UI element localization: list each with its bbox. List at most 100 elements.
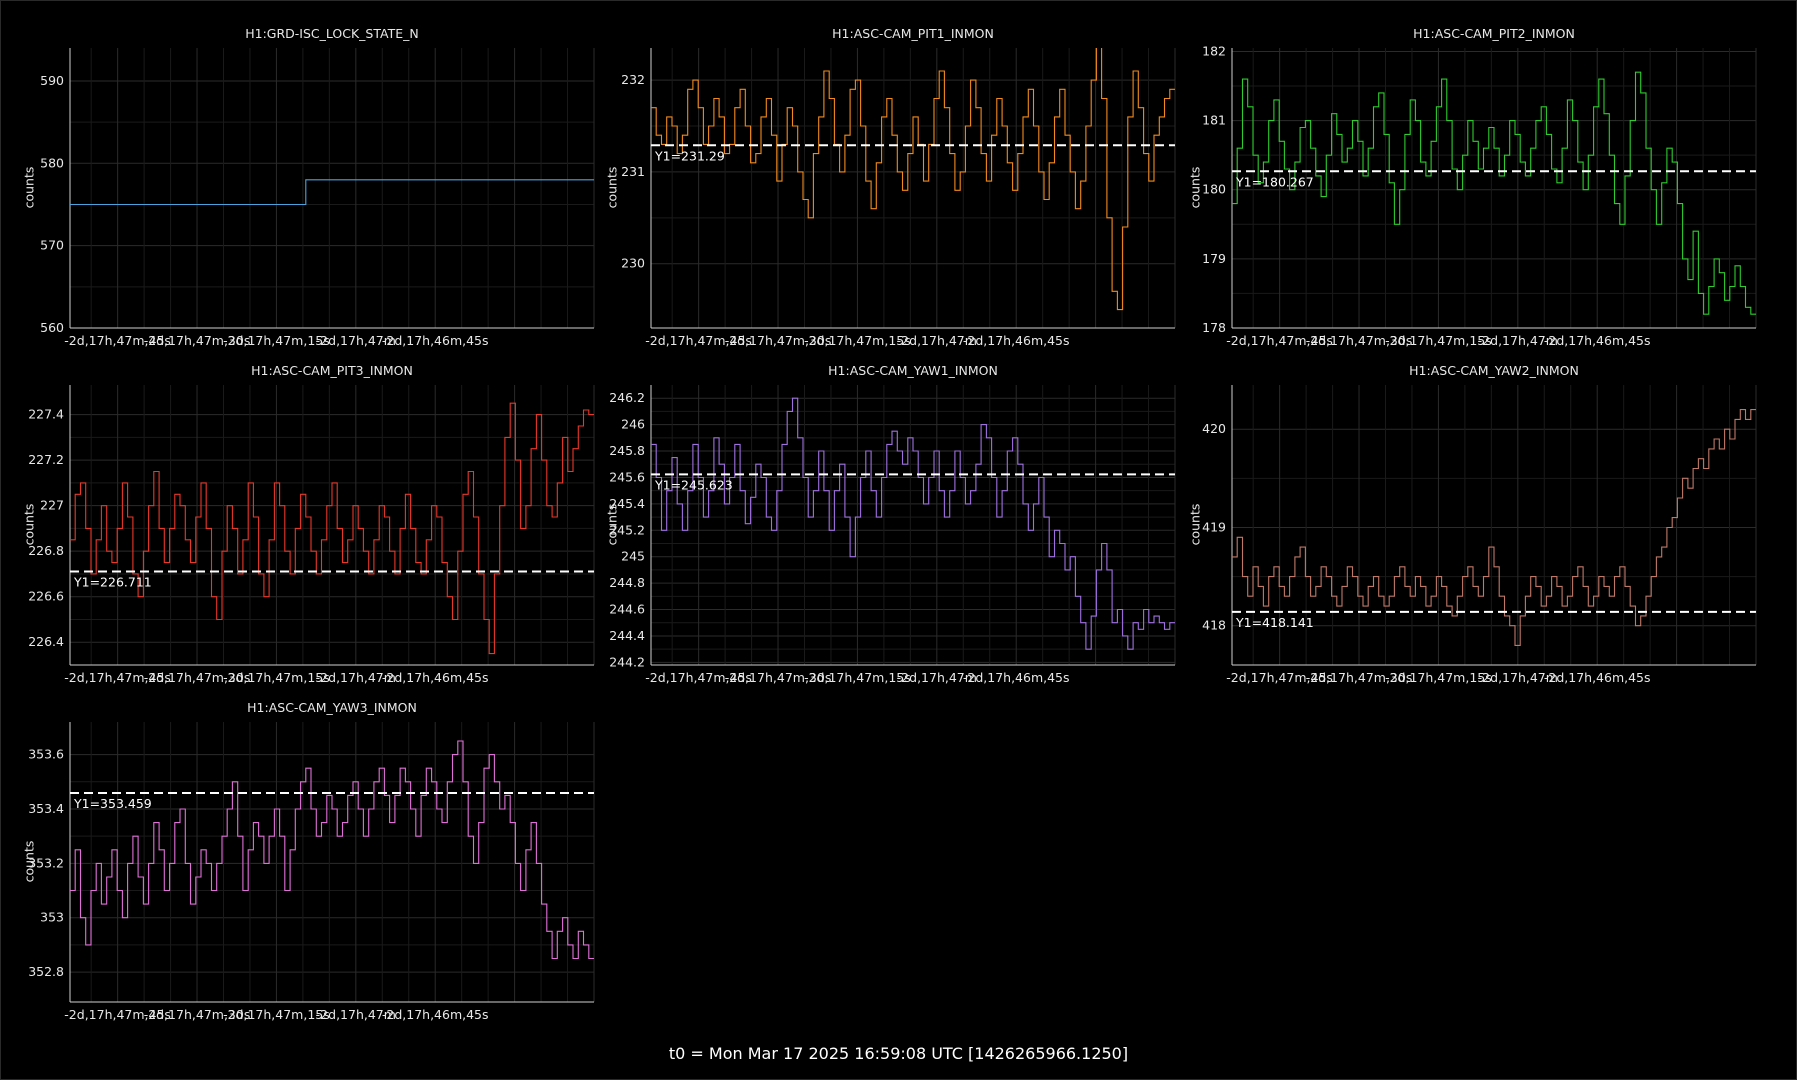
series-line	[70, 179, 594, 206]
y-tick-label: 231	[621, 164, 645, 179]
x-tick-label: -2d,17h,47m,45s	[1226, 333, 1333, 348]
chart-panel: H1:GRD-ISC_LOCK_STATE_N counts 560 570 580 59…	[0, 0, 595, 348]
x-tick-label: -2d,17h,47m,15s	[804, 333, 911, 348]
y-tick-label: 226.4	[28, 634, 64, 649]
y-tick-label: 227.2	[28, 452, 64, 467]
x-tick-label: -2d,17h,47m,45s	[64, 670, 171, 685]
series-line	[70, 402, 594, 655]
x-tick-label: -2d,17h,47m,30s	[1306, 333, 1413, 348]
x-tick-label: -2d,17h,47m	[316, 1007, 396, 1022]
x-tick-label: -2d,17h,47m	[1478, 333, 1558, 348]
y-tick-label: 227	[40, 498, 64, 513]
y-tick-label: 182	[1202, 43, 1226, 58]
y-tick-label: 230	[621, 256, 645, 271]
x-tick-label: -2d,17h,47m,45s	[1226, 670, 1333, 685]
y-tick-label: 178	[1202, 320, 1226, 335]
mean-line-label: Y1=231.29	[654, 148, 725, 163]
y-tick-label: 353.4	[28, 801, 64, 816]
y-tick-label: 180	[1202, 182, 1226, 197]
chart-title: H1:ASC-CAM_YAW3_INMON	[247, 700, 417, 715]
x-tick-label: -2d,17h,46m,45s	[382, 333, 489, 348]
chart-title: H1:GRD-ISC_LOCK_STATE_N	[245, 26, 419, 41]
series-line	[70, 740, 594, 960]
x-tick-label: -2d,17h,46m,45s	[963, 333, 1070, 348]
series-line	[651, 48, 1175, 311]
x-tick-label: -2d,17h,47m,45s	[645, 333, 752, 348]
chart-svg: 352.8353353.2353.4353.6-2d,17h,47m,45s-2…	[28, 722, 595, 1022]
chart-title: H1:ASC-CAM_PIT2_INMON	[1413, 26, 1575, 41]
x-tick-label: -2d,17h,47m,30s	[725, 333, 832, 348]
chart-panel: H1:ASC-CAM_PIT3_INMON counts 226.4 226.6 226…	[0, 337, 595, 685]
y-tick-label: 181	[1202, 113, 1226, 128]
y-tick-label: 420	[1202, 421, 1226, 436]
x-tick-label: -2d,17h,47m,15s	[223, 1007, 330, 1022]
mean-line-label: Y1=418.141	[1235, 615, 1314, 630]
chart-title: H1:ASC-CAM_YAW1_INMON	[828, 363, 998, 378]
x-tick-label: -2d,17h,47m	[316, 333, 396, 348]
series-line	[1232, 71, 1756, 315]
y-tick-label: 570	[40, 238, 64, 253]
y-tick-label: 179	[1202, 251, 1226, 266]
y-tick-label: 353	[40, 910, 64, 925]
x-tick-label: -2d,17h,46m,45s	[1544, 670, 1651, 685]
x-tick-label: -2d,17h,47m,30s	[144, 1007, 251, 1022]
x-tick-label: -2d,17h,47m,30s	[725, 670, 832, 685]
y-tick-label: 244.4	[609, 628, 645, 643]
y-tick-label: 244.2	[609, 654, 645, 669]
y-tick-label: 245.8	[609, 443, 645, 458]
chart-panel: H1:ASC-CAM_PIT1_INMON counts 230 231 232 -2d,…	[583, 0, 1176, 348]
y-tick-label: 244.8	[609, 575, 645, 590]
y-tick-label: 244.6	[609, 602, 645, 617]
chart-svg: 178179180181182-2d,17h,47m,45s-2d,17h,47…	[1202, 43, 1757, 348]
chart-panel: H1:ASC-CAM_YAW1_INMON counts 244.2 244.4 244…	[583, 337, 1176, 685]
mean-line-label: Y1=353.459	[73, 796, 152, 811]
x-tick-label: -2d,17h,46m,45s	[382, 670, 489, 685]
y-tick-label: 353.2	[28, 855, 64, 870]
x-tick-label: -2d,17h,47m,45s	[64, 333, 171, 348]
x-tick-label: -2d,17h,47m,15s	[223, 333, 330, 348]
y-tick-label: 580	[40, 155, 64, 170]
y-tick-label: 245.2	[609, 522, 645, 537]
y-tick-label: 590	[40, 73, 64, 88]
y-tick-label: 232	[621, 72, 645, 87]
series-line	[651, 397, 1175, 650]
x-tick-label: -2d,17h,46m,45s	[963, 670, 1070, 685]
chart-panel: H1:ASC-CAM_YAW2_INMON counts 418 419 420 -2d,…	[1166, 337, 1757, 685]
y-tick-label: 419	[1202, 519, 1226, 534]
y-tick-label: 352.8	[28, 964, 64, 979]
x-tick-label: -2d,17h,47m,15s	[223, 670, 330, 685]
chart-title: H1:ASC-CAM_PIT3_INMON	[251, 363, 413, 378]
time-reference-footer: t0 = Mon Mar 17 2025 16:59:08 UTC [14262…	[668, 1044, 1129, 1063]
x-tick-label: -2d,17h,47m,30s	[1306, 670, 1413, 685]
x-tick-label: -2d,17h,47m,15s	[1385, 333, 1492, 348]
chart-title: H1:ASC-CAM_PIT1_INMON	[832, 26, 994, 41]
mean-line-label: Y1=226.711	[73, 574, 152, 589]
y-tick-label: 246	[621, 417, 645, 432]
y-tick-label: 227.4	[28, 407, 64, 422]
x-tick-label: -2d,17h,47m,30s	[144, 670, 251, 685]
chart-svg: 230231232-2d,17h,47m,45s-2d,17h,47m,30s-…	[621, 48, 1176, 348]
y-tick-label: 226.6	[28, 589, 64, 604]
chart-panel: H1:ASC-CAM_YAW3_INMON counts 352.8 353 353.2…	[0, 674, 595, 1022]
y-tick-label: 560	[40, 320, 64, 335]
chart-svg: 560 570 580 590 -2d,17h,47m,45s-2d,17h,47m,3…	[40, 48, 595, 348]
chart-svg: 418419420-2d,17h,47m,45s-2d,17h,47m,30s-…	[1202, 385, 1757, 685]
y-tick-label: 246.2	[609, 390, 645, 405]
mean-line-label: Y1=245.623	[654, 477, 733, 492]
x-tick-label: -2d,17h,47m	[1478, 670, 1558, 685]
chart-title: H1:ASC-CAM_YAW2_INMON	[1409, 363, 1579, 378]
x-tick-label: -2d,17h,47m	[897, 670, 977, 685]
y-tick-label: 245.4	[609, 496, 645, 511]
x-tick-label: -2d,17h,47m,30s	[144, 333, 251, 348]
y-tick-label: 353.6	[28, 747, 64, 762]
x-tick-label: -2d,17h,47m,45s	[645, 670, 752, 685]
x-tick-label: -2d,17h,47m,15s	[804, 670, 911, 685]
x-tick-label: -2d,17h,47m,15s	[1385, 670, 1492, 685]
y-tick-label: 245	[621, 549, 645, 564]
x-tick-label: -2d,17h,47m	[897, 333, 977, 348]
series-line	[1232, 409, 1756, 646]
x-tick-label: -2d,17h,47m	[316, 670, 396, 685]
chart-svg: 244.2 244.4 244.6 244.8 245 245.2 245.4 245.6 24…	[609, 385, 1176, 685]
chart-svg: 226.4 226.6 226.8 227 227.2 227.4 -2d,17h,47m,…	[28, 385, 595, 685]
x-tick-label: -2d,17h,47m,45s	[64, 1007, 171, 1022]
